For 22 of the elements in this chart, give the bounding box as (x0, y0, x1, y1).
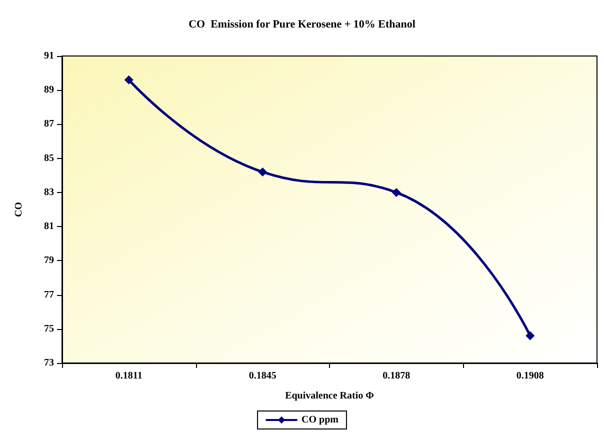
y-tick-label: 73 (44, 358, 54, 368)
y-tick-label: 89 (44, 84, 54, 96)
y-tick-label: 85 (44, 152, 54, 164)
y-tick-label: 77 (44, 289, 54, 300)
x-tick-label: 0.1878 (382, 370, 410, 382)
y-tick-label: 83 (44, 186, 54, 198)
point (258, 167, 268, 176)
x-tick-label: 0.1811 (115, 370, 142, 382)
x-axis-title: Equivalence Ratio Φ (285, 390, 374, 402)
x-tick-label: 0.1908 (516, 370, 544, 382)
point (392, 188, 401, 197)
y-tick-label: 75 (44, 323, 54, 334)
x-tick-label: 0.1845 (248, 370, 276, 382)
point (124, 75, 134, 84)
y-tick-label: 79 (44, 255, 54, 266)
y-tick-label: 81 (44, 221, 54, 232)
point (526, 331, 535, 340)
y-tick-label: 87 (44, 118, 54, 130)
y-axis-title: CO (14, 202, 24, 217)
chart-title: CO Emission for Pure Kerosene + 10% Ethanol (188, 18, 416, 30)
y-tick-label: 91 (44, 50, 54, 62)
legend-label: CO ppm (302, 414, 340, 426)
